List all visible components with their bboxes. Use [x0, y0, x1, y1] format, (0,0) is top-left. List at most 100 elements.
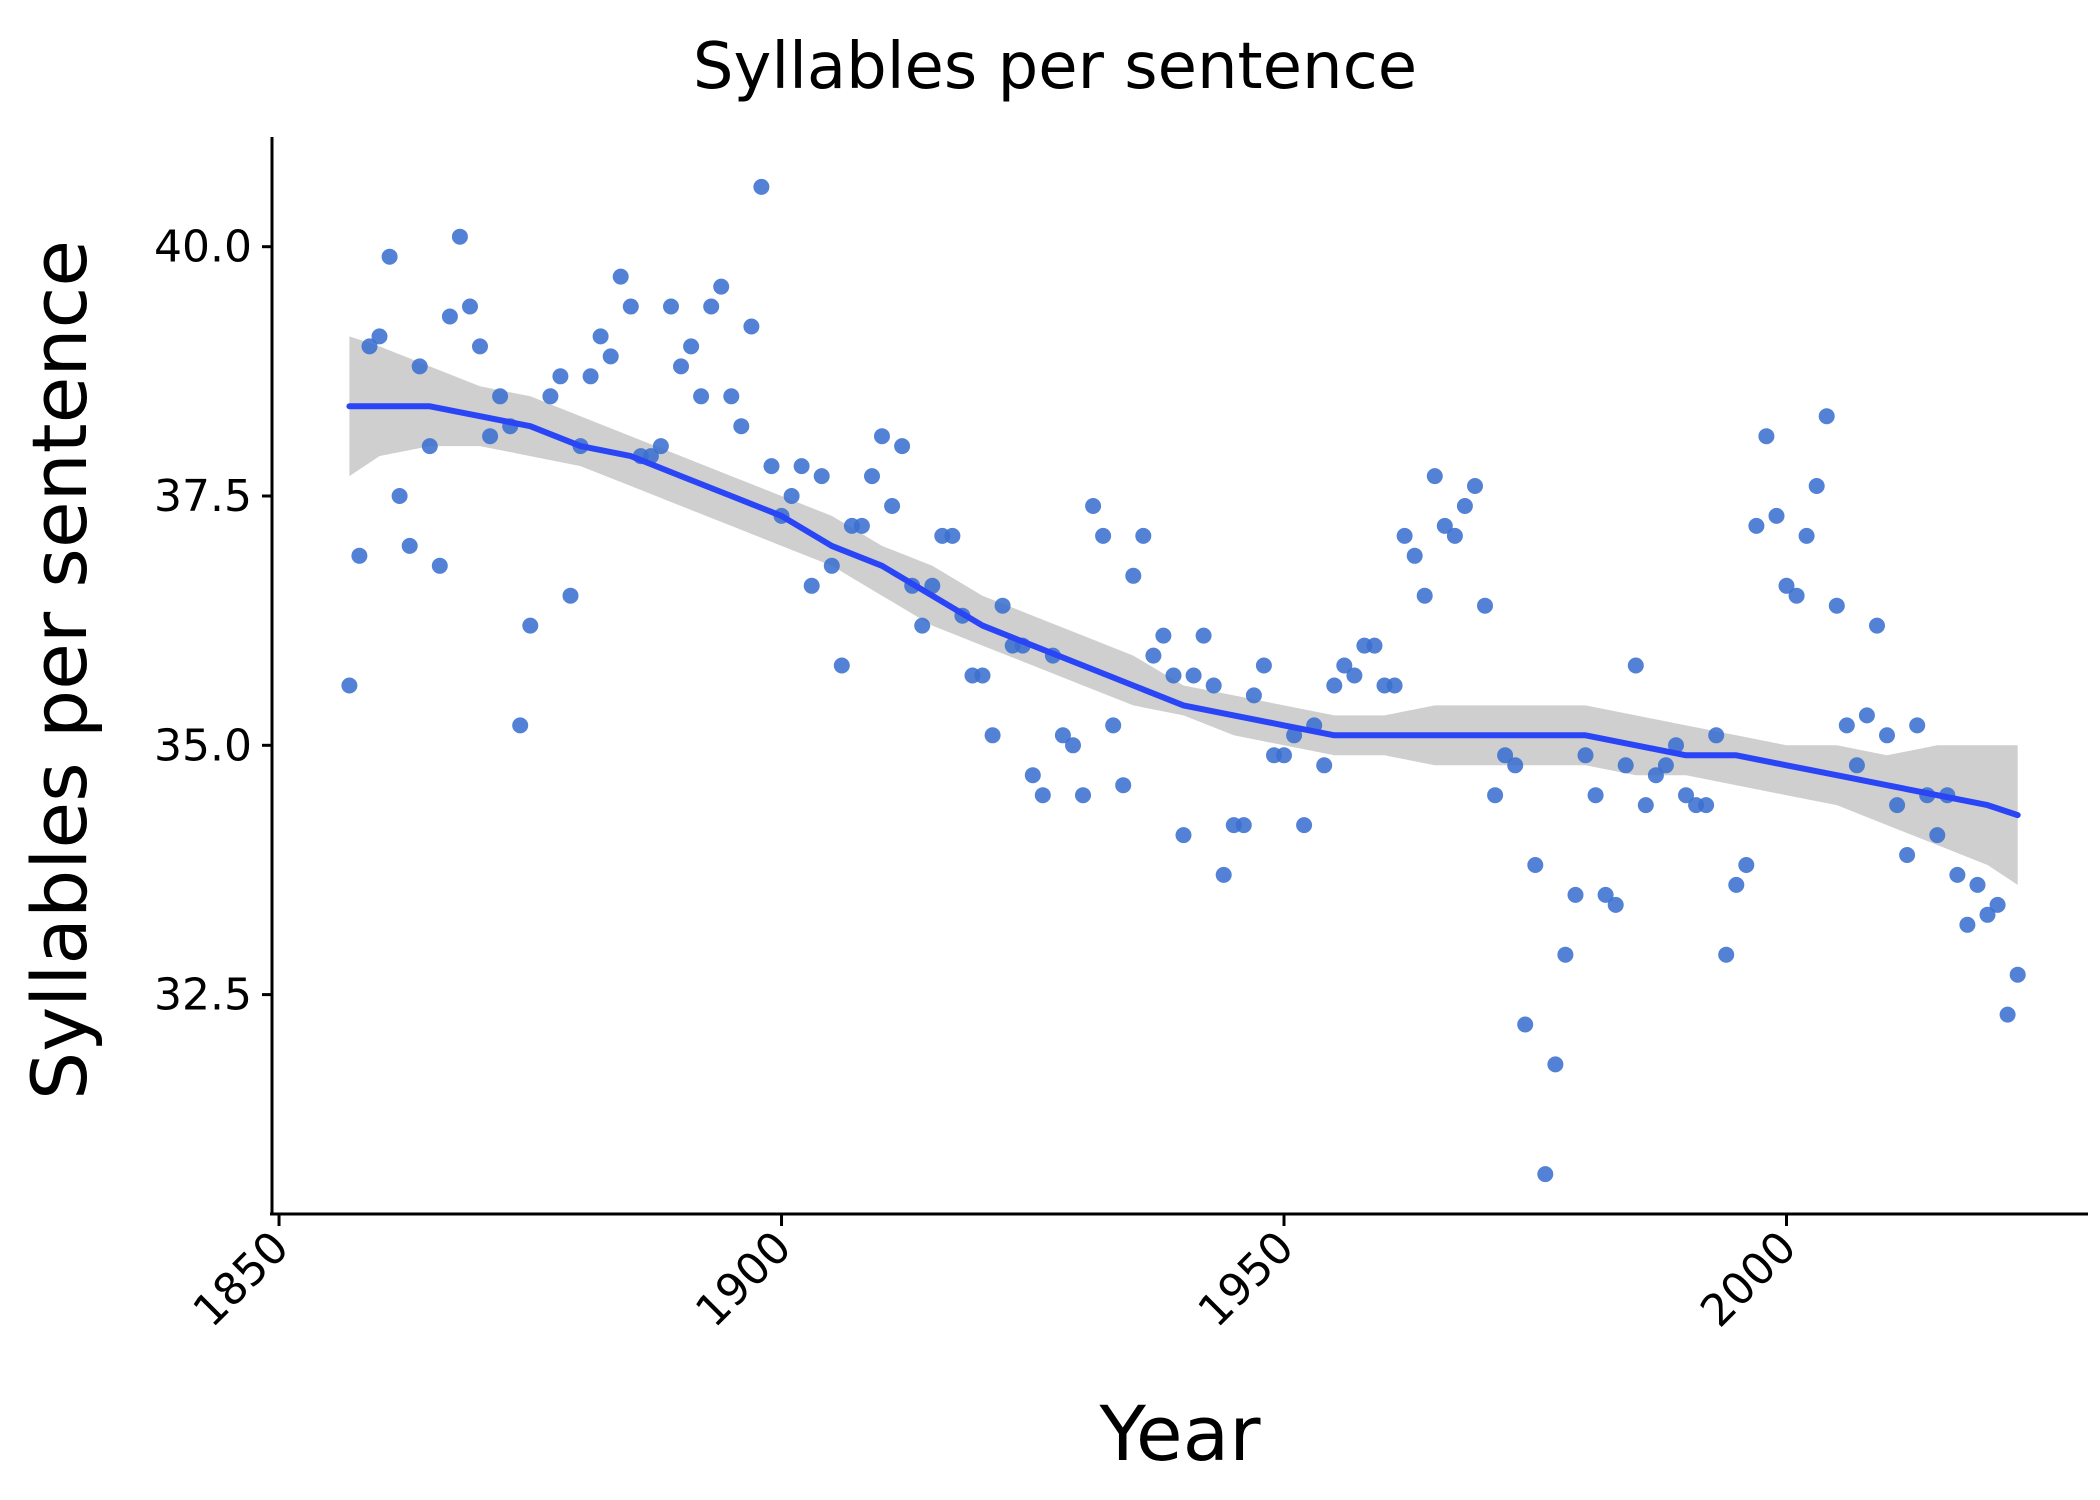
data-point	[683, 338, 700, 355]
data-point	[1627, 657, 1644, 674]
data-point	[783, 488, 800, 504]
data-point	[1255, 657, 1272, 674]
data-point	[652, 438, 669, 455]
data-point	[813, 468, 830, 485]
smooth-line-layer	[346, 403, 2021, 819]
data-point	[693, 388, 710, 405]
data-point	[602, 348, 619, 365]
y-tick-label: 40.0	[154, 222, 252, 273]
data-point	[1617, 757, 1634, 774]
data-point	[1215, 866, 1232, 883]
data-point	[1346, 667, 1363, 684]
data-point	[1426, 468, 1443, 485]
data-point	[874, 428, 890, 445]
data-point	[1869, 617, 1885, 634]
data-point	[1095, 527, 1112, 544]
data-point	[1838, 717, 1855, 734]
data-point	[1175, 827, 1192, 844]
data-point	[1879, 727, 1895, 744]
data-point	[924, 577, 941, 594]
data-point	[1286, 727, 1303, 744]
x-tick-label: 1850	[184, 1222, 299, 1337]
data-point	[512, 717, 529, 734]
data-point	[1547, 1056, 1564, 1073]
data-point	[1607, 896, 1624, 913]
data-point	[441, 308, 458, 325]
data-point	[1587, 787, 1604, 804]
data-point	[1738, 857, 1755, 873]
data-point	[1637, 797, 1654, 814]
data-point	[763, 458, 780, 475]
data-point	[1205, 677, 1222, 694]
confidence-band	[349, 336, 2018, 885]
data-point	[1406, 547, 1423, 564]
y-axis-title: Syllables per sentence	[15, 240, 104, 1100]
data-point	[1718, 946, 1735, 963]
data-point	[1125, 567, 1142, 584]
data-point	[1597, 886, 1614, 903]
data-point	[1959, 916, 1976, 933]
data-point	[1105, 717, 1122, 734]
scatter-points-layer	[341, 178, 2026, 1183]
data-point	[361, 338, 378, 355]
chart-title: Syllables per sentence	[693, 30, 1417, 104]
data-point	[1296, 817, 1313, 834]
data-point	[1657, 757, 1674, 774]
data-point	[1065, 737, 1081, 754]
data-point	[612, 268, 629, 285]
data-point	[914, 617, 931, 634]
data-point	[1054, 727, 1071, 744]
data-point	[2009, 966, 2026, 983]
data-point	[1386, 677, 1403, 694]
data-point	[1316, 757, 1333, 774]
data-point	[1326, 677, 1343, 694]
data-point	[381, 248, 398, 265]
data-point	[462, 298, 478, 315]
data-point	[1899, 847, 1916, 863]
data-point	[1778, 577, 1795, 594]
data-point	[663, 298, 679, 315]
x-axis-ticks: 1850 1900 1950 2000	[184, 1214, 1806, 1337]
data-point	[1708, 727, 1725, 744]
data-point	[1507, 757, 1524, 774]
x-tick-label: 1950	[1189, 1222, 1304, 1337]
data-point	[984, 727, 1001, 744]
data-point	[753, 178, 770, 195]
data-point	[1828, 597, 1845, 614]
data-point	[733, 418, 750, 435]
confidence-band-layer	[349, 336, 2018, 885]
data-point	[1145, 647, 1162, 664]
data-point	[1979, 906, 1996, 923]
data-point	[1185, 667, 1202, 684]
data-point	[1858, 707, 1875, 724]
data-point	[371, 328, 388, 345]
data-point	[1929, 827, 1946, 844]
data-point	[1698, 797, 1715, 814]
data-point	[1577, 747, 1594, 764]
data-point	[451, 228, 468, 245]
data-point	[1748, 517, 1765, 534]
data-point	[1798, 527, 1815, 544]
data-point	[1818, 408, 1835, 425]
data-point	[482, 428, 499, 445]
data-point	[1889, 797, 1906, 814]
data-point	[431, 557, 448, 574]
data-point	[1396, 527, 1413, 544]
data-point	[833, 657, 850, 674]
data-point	[1497, 747, 1514, 764]
data-point	[713, 278, 730, 295]
data-point	[1195, 627, 1212, 644]
data-point	[1668, 737, 1684, 754]
data-point	[1446, 527, 1463, 544]
data-point	[1848, 757, 1865, 774]
data-point	[1788, 587, 1805, 604]
data-point	[1647, 767, 1664, 784]
data-point	[793, 458, 810, 475]
data-point	[542, 388, 559, 405]
data-point	[562, 587, 579, 604]
x-tick-label: 1900	[686, 1222, 801, 1337]
data-point	[743, 318, 760, 335]
data-point	[1456, 498, 1473, 514]
data-point	[1768, 507, 1785, 524]
